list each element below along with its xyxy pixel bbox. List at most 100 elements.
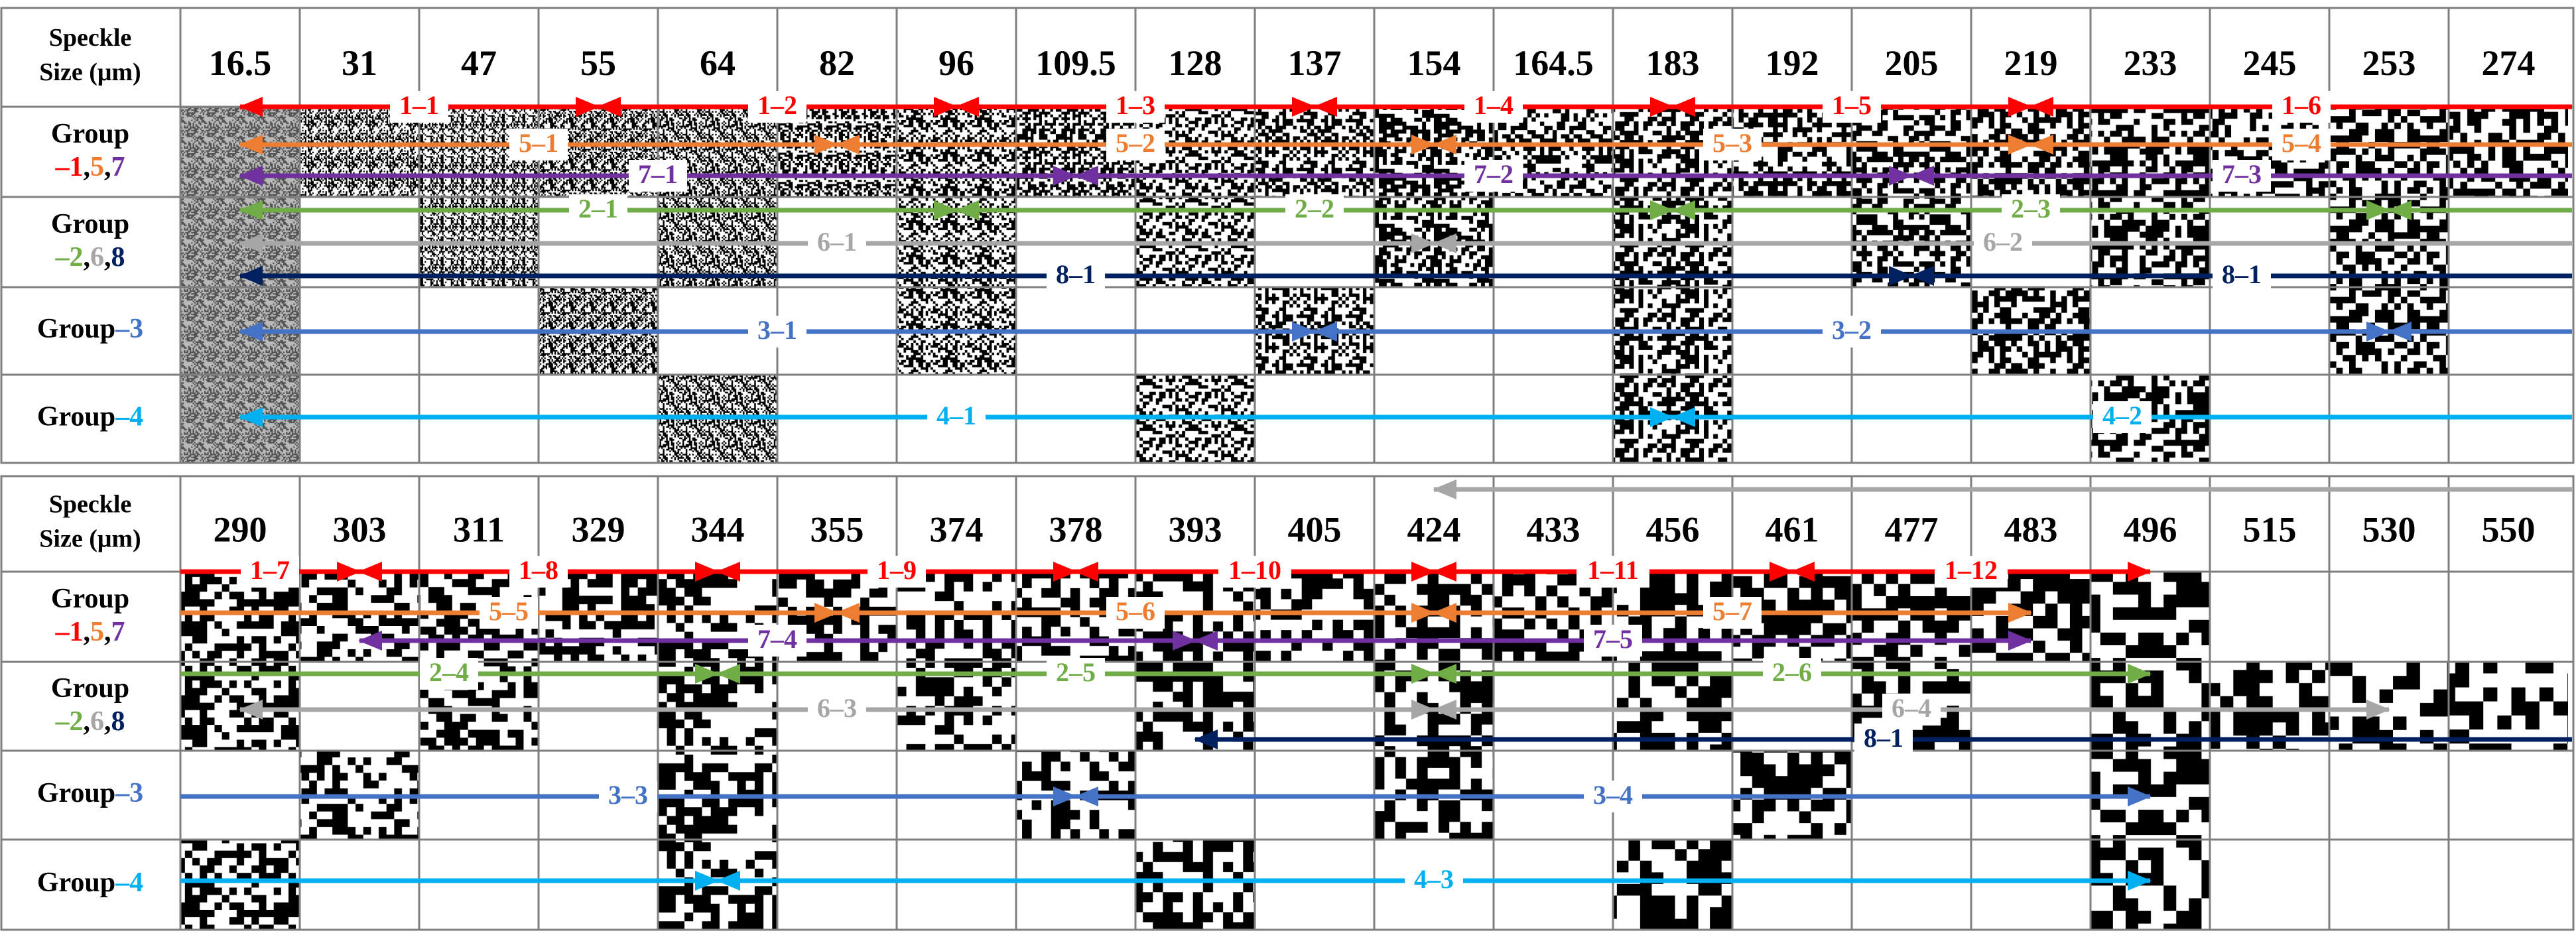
size-value: 47 xyxy=(461,43,497,83)
arrow-label-bg xyxy=(509,129,568,160)
speckle-cell xyxy=(180,107,300,463)
arrow-label: 1–1 xyxy=(399,90,439,120)
size-value: 461 xyxy=(1766,509,1819,549)
arrow-label-bg xyxy=(420,658,478,690)
size-value: 109.5 xyxy=(1035,43,1116,83)
arrow-label: 7–2 xyxy=(1474,159,1513,189)
arrow-label: 6–4 xyxy=(1892,693,1931,723)
row-label-part: Group xyxy=(37,401,115,432)
row-label-part: –2 xyxy=(55,242,84,273)
arrow-label: 5–6 xyxy=(1116,596,1155,626)
row-label-part: 6 xyxy=(90,242,104,273)
row-label-part: –1 xyxy=(55,617,84,647)
row-label-part: Group xyxy=(37,314,115,344)
row-label-part: , xyxy=(84,617,91,647)
size-value: 16.5 xyxy=(209,43,272,83)
arrow-label: 7–4 xyxy=(757,624,797,654)
arrow-label: 1–4 xyxy=(1474,90,1513,120)
arrow-label-bg xyxy=(2093,401,2152,433)
size-value: 303 xyxy=(333,509,387,549)
arrow-label: 5–2 xyxy=(1116,128,1155,158)
arrow-label: 2–3 xyxy=(2011,194,2051,223)
row-label: Group–3 xyxy=(37,314,143,344)
size-value: 496 xyxy=(2124,509,2177,549)
arrow-label: 2–4 xyxy=(429,657,469,687)
size-value: 274 xyxy=(2482,43,2536,83)
arrow-label: 2–1 xyxy=(578,194,618,223)
arrow-label-bg xyxy=(1823,316,1881,348)
arrow-label-bg xyxy=(1584,781,1642,812)
arrow-label: 3–3 xyxy=(608,780,648,810)
size-value: 128 xyxy=(1169,43,1222,83)
arrow-label: 1–12 xyxy=(1945,555,1998,585)
arrow-label-bg xyxy=(1464,91,1523,123)
row-label-part: –4 xyxy=(115,401,143,432)
row-label-part: 5 xyxy=(90,617,104,647)
speckle-cell xyxy=(2329,107,2449,197)
arrow-label: 1–9 xyxy=(877,555,917,585)
arrow-label-bg xyxy=(1464,160,1523,192)
size-value: 233 xyxy=(2124,43,2177,83)
header-label: Speckle xyxy=(49,24,132,52)
arrow-label-bg xyxy=(1047,658,1105,690)
speckle-cell xyxy=(2449,107,2568,197)
row-label-part: , xyxy=(104,617,111,647)
header-label: Speckle xyxy=(49,491,132,519)
size-value: 64 xyxy=(700,43,736,83)
arrow-label: 7–5 xyxy=(1593,624,1633,654)
arrow-label: 1–8 xyxy=(519,555,558,585)
speckle-cell xyxy=(2091,572,2210,662)
arrow-label: 8–1 xyxy=(1864,723,1903,753)
arrow-label: 3–2 xyxy=(1832,315,1872,345)
arrow-label: 5–4 xyxy=(2282,128,2321,158)
arrow-label-bg xyxy=(748,91,806,123)
row-label: Group–4 xyxy=(37,401,143,432)
size-value: 164.5 xyxy=(1513,43,1594,83)
row-label-part: 7 xyxy=(111,152,125,182)
speckle-cell xyxy=(2449,662,2568,751)
arrow-label: 5–5 xyxy=(489,596,529,626)
arrow-label-bg xyxy=(927,401,986,433)
size-value: 245 xyxy=(2243,43,2297,83)
row-label-part: –3 xyxy=(115,778,143,808)
size-value: 219 xyxy=(2004,43,2058,83)
arrow-label-bg xyxy=(629,160,687,192)
arrow-label: 1–7 xyxy=(250,555,290,585)
row-label-part: , xyxy=(104,242,111,273)
arrow-label: 4–2 xyxy=(2102,401,2142,430)
arrow-label: 3–4 xyxy=(1593,780,1633,810)
row-label-part: 5 xyxy=(90,152,104,182)
size-value: 456 xyxy=(1646,509,1700,549)
table-border xyxy=(0,7,2575,464)
arrow-label: 1–3 xyxy=(1116,90,1155,120)
arrow-label-bg xyxy=(2002,194,2060,226)
arrow-label: 3–1 xyxy=(757,315,797,345)
row-label-part: –3 xyxy=(115,314,143,344)
row-label: Group –1,5,7 xyxy=(51,584,129,647)
size-value: 96 xyxy=(938,43,974,83)
arrow-label: 6–2 xyxy=(1983,227,2023,257)
arrow-label: 2–2 xyxy=(1295,194,1334,223)
row-label-part: Group xyxy=(51,119,129,149)
arrow-label-bg xyxy=(808,694,866,726)
size-value: 183 xyxy=(1646,43,1700,83)
arrow-label: 1–6 xyxy=(2282,90,2321,120)
arrow-label: 6–1 xyxy=(817,227,857,257)
arrow-label: 7–1 xyxy=(638,159,678,189)
size-value: 477 xyxy=(1885,509,1939,549)
row-label-part: Group xyxy=(51,584,129,614)
row-label-part: , xyxy=(104,706,111,737)
row-label: Group –2,6,8 xyxy=(51,673,129,737)
size-value: 344 xyxy=(691,509,745,549)
arrow-label-bg xyxy=(480,597,538,629)
size-value: 550 xyxy=(2482,509,2536,549)
arrow-label-bg xyxy=(808,227,866,259)
arrow-label-bg xyxy=(569,194,627,226)
arrow-label: 4–1 xyxy=(936,401,976,430)
row-label-part: , xyxy=(84,706,91,737)
arrow-label: 2–5 xyxy=(1056,657,1096,687)
arrow-label-bg xyxy=(1285,194,1344,226)
header-label: Size (μm) xyxy=(39,58,141,86)
size-value: 393 xyxy=(1169,509,1222,549)
size-value: 82 xyxy=(819,43,855,83)
